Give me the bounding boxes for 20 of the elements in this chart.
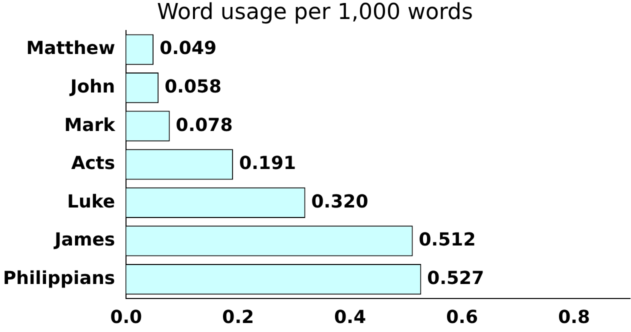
y-tick-label: Mark [64, 114, 116, 136]
y-tick-label: James [52, 230, 116, 251]
x-tick-label: 0.8 [558, 306, 590, 328]
x-tick-label: 0.0 [110, 306, 142, 328]
y-tick-label: John [68, 76, 116, 98]
y-tick-label: Matthew [26, 38, 116, 60]
y-tick-label: Luke [67, 191, 116, 212]
y-tick-label: Acts [71, 153, 116, 174]
data-label: 0.049 [160, 38, 216, 60]
data-label: 0.058 [164, 76, 222, 98]
data-label: 0.078 [176, 114, 233, 136]
x-tick-label: 0.2 [222, 306, 254, 328]
data-label: 0.512 [418, 230, 476, 251]
data-label: 0.191 [239, 153, 296, 174]
y-tick-label: Philippians [2, 268, 116, 289]
data-label: 0.320 [311, 191, 368, 212]
chart-title: Word usage per 1,000 words [157, 0, 473, 25]
data-label: 0.527 [427, 268, 484, 289]
x-tick-label: 0.4 [334, 306, 366, 328]
x-tick-label: 0.6 [446, 306, 478, 328]
